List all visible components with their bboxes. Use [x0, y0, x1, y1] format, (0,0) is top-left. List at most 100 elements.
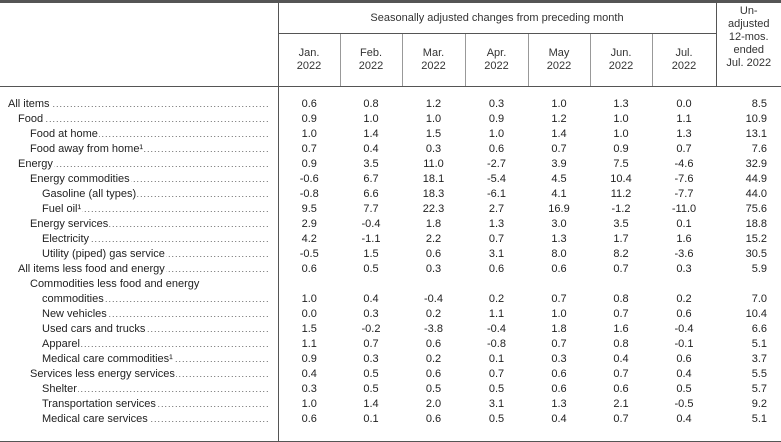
table-row: Used cars and trucks....................… — [0, 322, 781, 337]
row-label-wrap: Services less energy services...........… — [30, 367, 270, 382]
spacer-row — [0, 427, 781, 442]
monthly-change-value: 0.6 — [425, 413, 442, 425]
unadjusted-value — [716, 277, 781, 292]
monthly-change-value: 0.7 — [613, 263, 629, 275]
monthly-change-value: 0.7 — [613, 413, 629, 425]
row-label: Medical care services — [42, 413, 148, 425]
monthly-change-value: 10.4 — [610, 173, 632, 185]
monthly-change-value: 0.9 — [613, 143, 629, 155]
monthly-change-value: 0.6 — [676, 308, 692, 320]
monthly-change-value: 0.4 — [676, 413, 692, 425]
monthly-change-value: 0.9 — [488, 113, 505, 125]
unadjusted-value: 7.6 — [751, 143, 767, 155]
row-label-wrap: Shelter.................................… — [42, 382, 270, 397]
row-label-wrap: commodities.............................… — [42, 292, 270, 307]
monthly-change-value: 0.9 — [301, 353, 317, 365]
table-row: All items less food and energy..........… — [0, 262, 781, 277]
monthly-change-value: 0.6 — [551, 263, 567, 275]
monthly-change-value: 0.4 — [363, 143, 379, 155]
row-label: Energy services — [30, 218, 109, 230]
row-label: Food at home — [30, 128, 98, 140]
row-label-wrap: All items less food and energy..........… — [18, 262, 270, 277]
row-label-wrap: Energy services.........................… — [30, 217, 270, 232]
monthly-change-value: -1.1 — [361, 233, 381, 245]
monthly-change-value: 0.0 — [301, 308, 317, 320]
monthly-change-value: -0.8 — [299, 188, 319, 200]
row-label-wrap: Energy commodities......................… — [30, 172, 270, 187]
row-label-wrap: Transportation services.................… — [42, 397, 270, 412]
monthly-change-value: -7.7 — [674, 188, 694, 200]
table-row: New vehicles............................… — [0, 307, 781, 322]
row-label: Apparel — [42, 338, 80, 350]
month-header-line: Jul. — [675, 47, 693, 59]
monthly-change-value: 1.0 — [551, 98, 567, 110]
row-label: commodities — [42, 293, 104, 305]
monthly-change-value: 1.0 — [363, 113, 379, 125]
monthly-change-value: -0.4 — [487, 323, 506, 335]
monthly-change-value: 7.5 — [613, 158, 629, 170]
monthly-change-value: 1.3 — [551, 233, 567, 245]
month-header-line: Jan. — [298, 47, 320, 59]
monthly-change-value: 1.3 — [613, 98, 629, 110]
row-label-cell: Medical care commodities¹...............… — [0, 352, 279, 367]
monthly-change-value: 1.4 — [363, 398, 379, 410]
unadjusted-value: 9.2 — [751, 398, 767, 410]
row-label: Services less energy services — [30, 368, 175, 380]
monthly-change-value: 0.5 — [425, 383, 442, 395]
dot-leader: ........................................… — [77, 384, 270, 394]
monthly-change-value: 3.1 — [488, 398, 505, 410]
monthly-change-value: -0.2 — [361, 323, 381, 335]
table-row: Gasoline (all types)....................… — [0, 187, 781, 202]
monthly-change-value — [652, 277, 716, 292]
month-header-line: 2022 — [546, 60, 572, 72]
monthly-change-value: 0.9 — [301, 113, 317, 125]
monthly-change-value: 1.8 — [425, 218, 442, 230]
cpi-table: Seasonally adjusted changes from precedi… — [0, 3, 781, 442]
monthly-change-value: 1.2 — [425, 98, 442, 110]
dot-leader: ........................................… — [176, 369, 270, 379]
row-label-cell: Gasoline (all types)....................… — [0, 187, 279, 202]
row-label-wrap: Food away from home¹....................… — [30, 142, 270, 157]
monthly-change-value: 1.3 — [488, 218, 505, 230]
monthly-change-value: 6.7 — [363, 173, 379, 185]
row-label-cell: New vehicles............................… — [0, 307, 279, 322]
table-row: Food....................................… — [0, 112, 781, 127]
monthly-change-value: 1.0 — [551, 308, 567, 320]
dot-leader: ........................................… — [109, 219, 270, 229]
row-label-wrap: Fuel oil¹...............................… — [42, 202, 270, 217]
unadjusted-value: 15.2 — [745, 233, 767, 245]
dot-leader: ........................................… — [99, 129, 270, 139]
monthly-change-value: -1.2 — [611, 203, 631, 215]
row-label-cell: Electricity.............................… — [0, 232, 279, 247]
row-label: Food — [18, 113, 44, 125]
unadjusted-value: 32.9 — [745, 158, 767, 170]
table-row: Services less energy services...........… — [0, 367, 781, 382]
row-label-cell: Energy services.........................… — [0, 217, 279, 232]
dot-leader: ........................................… — [108, 309, 270, 319]
monthly-change-value: 1.1 — [301, 338, 317, 350]
month-header: Mar. 2022 — [401, 33, 465, 87]
table-row: Energy..................................… — [0, 157, 781, 172]
row-label-wrap: All items...............................… — [8, 97, 270, 112]
monthly-change-value: 1.7 — [613, 233, 629, 245]
monthly-change-value: 0.6 — [676, 353, 692, 365]
dot-leader: ........................................… — [149, 414, 270, 424]
row-label: Commodities less food and energy — [30, 278, 200, 290]
row-label: Fuel oil¹ — [42, 203, 82, 215]
monthly-change-value: 4.5 — [551, 173, 567, 185]
row-label: Gasoline (all types) — [42, 188, 137, 200]
table-row: Medical care services...................… — [0, 412, 781, 427]
ua-line: Jul. 2022 — [726, 57, 772, 69]
dot-leader: ........................................… — [173, 354, 270, 364]
row-label: Transportation services — [42, 398, 156, 410]
monthly-change-value: 1.3 — [551, 398, 567, 410]
monthly-change-value: 0.3 — [551, 353, 567, 365]
monthly-change-value: 0.6 — [425, 368, 442, 380]
row-label-cell: Medical care services...................… — [0, 412, 279, 427]
unadjusted-value: 6.6 — [751, 323, 767, 335]
row-label-cell: Food....................................… — [0, 112, 279, 127]
monthly-change-value: 1.5 — [301, 323, 317, 335]
unadjusted-value: 5.5 — [751, 368, 767, 380]
table-row: Food away from home¹....................… — [0, 142, 781, 157]
monthly-change-value: 3.1 — [488, 248, 505, 260]
